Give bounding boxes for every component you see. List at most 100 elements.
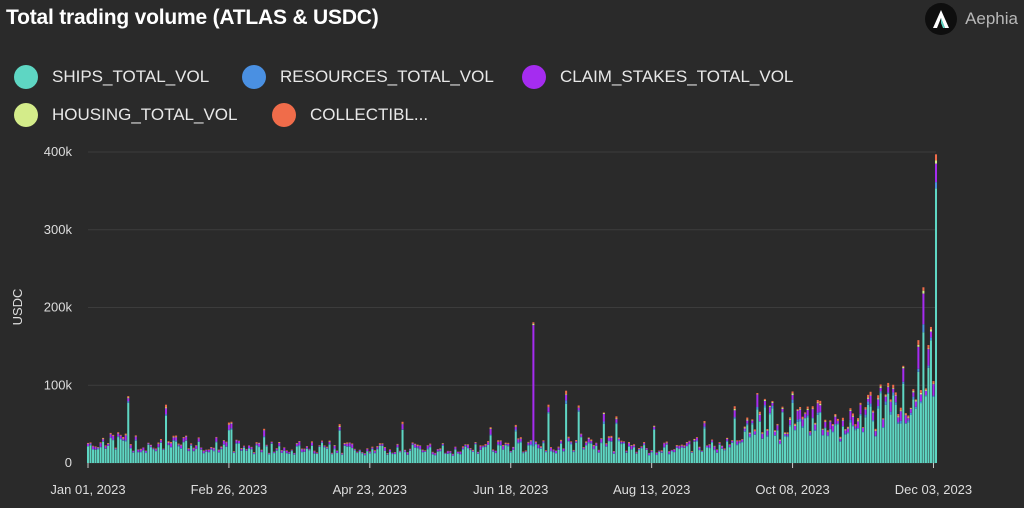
bar-segment[interactable] — [851, 413, 854, 416]
bar-segment[interactable] — [718, 443, 721, 445]
bar-segment[interactable] — [894, 395, 897, 403]
bar-segment[interactable] — [414, 447, 417, 448]
bar-segment[interactable] — [298, 445, 301, 447]
bar-segment[interactable] — [89, 444, 92, 446]
bar-segment[interactable] — [99, 447, 102, 463]
bar-segment[interactable] — [854, 424, 857, 426]
bar-segment[interactable] — [159, 439, 162, 441]
bar-segment[interactable] — [159, 442, 162, 463]
bar-segment[interactable] — [368, 451, 371, 454]
bar-segment[interactable] — [600, 439, 603, 443]
bar-segment[interactable] — [864, 407, 867, 409]
bar-segment[interactable] — [326, 448, 329, 463]
bar-segment[interactable] — [260, 450, 263, 452]
bar-segment[interactable] — [688, 443, 691, 445]
bar-segment[interactable] — [165, 408, 168, 415]
bar-segment[interactable] — [464, 444, 467, 446]
bar-segment[interactable] — [353, 449, 356, 451]
bar-segment[interactable] — [134, 436, 137, 440]
bar-segment[interactable] — [612, 451, 615, 454]
bar-segment[interactable] — [829, 421, 832, 429]
bar-segment[interactable] — [693, 440, 696, 442]
bar-segment[interactable] — [180, 445, 183, 449]
bar-segment[interactable] — [479, 446, 482, 450]
bar-segment[interactable] — [590, 439, 593, 441]
bar-segment[interactable] — [733, 410, 736, 418]
bar-segment[interactable] — [514, 424, 517, 427]
bar-segment[interactable] — [127, 402, 130, 463]
bar-segment[interactable] — [114, 447, 117, 449]
bar-segment[interactable] — [884, 395, 887, 397]
bar-segment[interactable] — [170, 443, 173, 447]
bar-segment[interactable] — [801, 418, 804, 420]
bar-segment[interactable] — [305, 446, 308, 449]
bar-segment[interactable] — [414, 444, 417, 448]
bar-segment[interactable] — [602, 413, 605, 422]
bar-segment[interactable] — [700, 450, 703, 452]
bar-segment[interactable] — [222, 444, 225, 445]
bar-segment[interactable] — [909, 407, 912, 409]
bar-segment[interactable] — [532, 446, 535, 463]
bar-segment[interactable] — [539, 446, 542, 448]
bar-segment[interactable] — [197, 438, 200, 442]
bar-segment[interactable] — [512, 449, 515, 463]
bar-segment[interactable] — [743, 427, 746, 429]
bar-segment[interactable] — [557, 449, 560, 463]
bar-segment[interactable] — [499, 444, 502, 446]
bar-segment[interactable] — [484, 446, 487, 448]
bar-segment[interactable] — [731, 442, 734, 443]
bar-segment[interactable] — [673, 452, 676, 463]
bar-segment[interactable] — [280, 452, 283, 463]
bar-segment[interactable] — [856, 420, 859, 422]
bar-segment[interactable] — [587, 442, 590, 444]
bar-segment[interactable] — [341, 453, 344, 455]
bar-segment[interactable] — [210, 447, 213, 450]
bar-segment[interactable] — [859, 413, 862, 416]
bar-segment[interactable] — [927, 345, 930, 349]
bar-segment[interactable] — [200, 449, 203, 463]
bar-segment[interactable] — [373, 453, 376, 463]
bar-segment[interactable] — [703, 428, 706, 463]
bar-segment[interactable] — [170, 447, 173, 463]
bar-segment[interactable] — [139, 449, 142, 452]
bar-segment[interactable] — [711, 442, 714, 463]
bar-segment[interactable] — [922, 287, 925, 291]
bar-segment[interactable] — [655, 455, 658, 463]
bar-segment[interactable] — [902, 365, 905, 367]
bar-segment[interactable] — [834, 425, 837, 463]
bar-segment[interactable] — [685, 445, 688, 447]
bar-segment[interactable] — [902, 366, 905, 369]
bar-segment[interactable] — [243, 447, 246, 448]
bar-segment[interactable] — [816, 412, 819, 415]
bar-segment[interactable] — [502, 446, 505, 450]
bar-segment[interactable] — [129, 444, 132, 446]
bar-segment[interactable] — [698, 449, 701, 451]
bar-segment[interactable] — [806, 410, 809, 416]
bar-segment[interactable] — [104, 448, 107, 463]
bar-segment[interactable] — [298, 441, 301, 446]
bar-segment[interactable] — [892, 395, 895, 463]
bar-segment[interactable] — [791, 403, 794, 463]
bar-segment[interactable] — [617, 438, 620, 441]
bar-segment[interactable] — [851, 416, 854, 426]
bar-segment[interactable] — [416, 447, 419, 449]
bar-segment[interactable] — [753, 434, 756, 463]
bar-segment[interactable] — [529, 441, 532, 445]
bar-segment[interactable] — [851, 415, 854, 417]
bar-segment[interactable] — [577, 407, 580, 411]
bar-segment[interactable] — [404, 450, 407, 452]
bar-segment[interactable] — [932, 381, 935, 384]
bar-segment[interactable] — [180, 448, 183, 463]
bar-segment[interactable] — [643, 443, 646, 445]
bar-segment[interactable] — [907, 417, 910, 419]
bar-segment[interactable] — [575, 442, 578, 463]
bar-segment[interactable] — [902, 383, 905, 463]
bar-segment[interactable] — [826, 436, 829, 463]
bar-segment[interactable] — [607, 437, 610, 441]
bar-segment[interactable] — [482, 447, 485, 463]
bar-segment[interactable] — [872, 412, 875, 421]
bar-segment[interactable] — [585, 442, 588, 443]
bar-segment[interactable] — [786, 437, 789, 463]
bar-segment[interactable] — [507, 445, 510, 447]
bar-segment[interactable] — [368, 453, 371, 463]
